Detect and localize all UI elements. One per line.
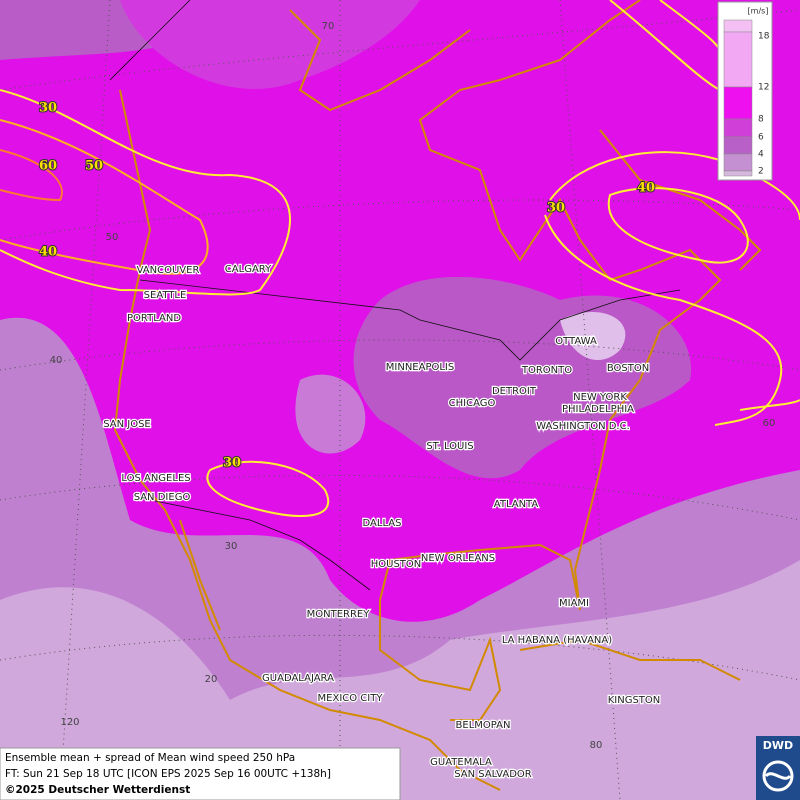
legend-swatch — [723, 170, 753, 177]
city-label: ST. LOUIS — [426, 441, 473, 452]
logo: DWD — [756, 736, 800, 800]
logo-text: DWD — [763, 739, 793, 752]
city-label: PHILADELPHIA — [562, 404, 634, 415]
footer-line: Ensemble mean + spread of Mean wind spee… — [5, 752, 295, 764]
legend-swatch — [723, 19, 753, 33]
legend: [m/s] 18 12 8 6 4 2 — [717, 1, 773, 181]
graticule — [59, 0, 111, 800]
city-label: SAN JOSE — [103, 419, 151, 430]
logo-icon — [762, 760, 794, 792]
grid-label: 80 — [590, 740, 603, 751]
footer-box — [0, 747, 401, 800]
grid-label: 40 — [50, 355, 63, 366]
legend-label: 2 — [758, 167, 764, 177]
city-label: VANCOUVER — [137, 265, 200, 276]
grid-label: 50 — [106, 232, 119, 243]
city-label: HOUSTON — [371, 559, 422, 570]
cities: VANCOUVER CALGARY SEATTLE PORTLAND MINNE… — [102, 263, 662, 782]
legend-label: 6 — [758, 133, 764, 143]
legend-swatch — [723, 153, 753, 172]
city-label: SEATTLE — [144, 290, 187, 301]
city-label: SAN SALVADOR — [454, 769, 531, 780]
city-label: PORTLAND — [127, 313, 181, 324]
legend-label: 12 — [758, 83, 769, 93]
grid-label: 60 — [763, 418, 776, 429]
city-label: NEW YORK — [573, 392, 627, 403]
grid-label: 20 — [205, 674, 218, 685]
contour-labels: 30 60 50 40 30 40 30 — [38, 100, 656, 472]
footer: Ensemble mean + spread of Mean wind spee… — [0, 747, 401, 800]
city-label: LA HABANA (HAVANA) — [502, 635, 612, 646]
legend-swatch — [723, 118, 753, 138]
city-label: LOS ANGELES — [121, 473, 190, 484]
legend-label: 4 — [758, 150, 764, 160]
contour-label: 60 — [39, 159, 57, 174]
spread-area — [120, 0, 420, 89]
city-label: MINNEAPOLIS — [386, 362, 454, 373]
city-label: BOSTON — [607, 363, 649, 374]
legend-swatch — [723, 136, 753, 155]
footer-line: ©2025 Deutscher Wetterdienst — [5, 784, 190, 796]
contour-label: 30 — [223, 456, 241, 471]
grid-labels: 70 50 40 30 20 120 80 60 — [50, 21, 776, 751]
contour-label: 30 — [39, 101, 57, 116]
contour-label: 50 — [85, 159, 103, 174]
city-label: MEXICO CITY — [318, 693, 384, 704]
logo-icon — [764, 772, 792, 780]
contour-label: 30 — [547, 201, 565, 216]
city-label: MONTERREY — [307, 609, 371, 620]
city-label: KINGSTON — [608, 695, 661, 706]
spread-area — [0, 560, 800, 800]
legend-swatch — [723, 86, 753, 120]
contour-label: 40 — [637, 181, 655, 196]
city-label: CALGARY — [225, 264, 272, 275]
city-label: SAN DIEGO — [134, 492, 191, 503]
contour-label: 40 — [39, 245, 57, 260]
legend-label: 18 — [758, 32, 770, 42]
city-label: OTTAWA — [555, 336, 597, 347]
city-label: GUATEMALA — [430, 757, 492, 768]
city-label: MIAMI — [559, 598, 589, 609]
spread-area — [295, 374, 366, 454]
city-label: BELMOPAN — [456, 720, 511, 731]
city-label: ATLANTA — [494, 499, 539, 510]
footer-line: FT: Sun 21 Sep 18 UTC [ICON EPS 2025 Sep… — [5, 768, 331, 780]
grid-label: 30 — [225, 541, 238, 552]
city-label: WASHINGTON D.C. — [536, 421, 630, 432]
contours — [0, 0, 800, 517]
city-label: CHICAGO — [449, 398, 496, 409]
city-label: NEW ORLEANS — [421, 553, 495, 564]
city-label: DALLAS — [363, 518, 402, 529]
legend-label: 8 — [758, 115, 764, 125]
legend-swatch — [723, 31, 753, 88]
coastline — [109, 0, 762, 791]
grid-label: 70 — [322, 21, 335, 32]
city-label: GUADALAJARA — [262, 673, 334, 684]
legend-unit: [m/s] — [748, 7, 769, 16]
city-label: DETROIT — [492, 386, 537, 397]
city-label: TORONTO — [521, 365, 572, 376]
grid-label: 120 — [60, 717, 79, 728]
